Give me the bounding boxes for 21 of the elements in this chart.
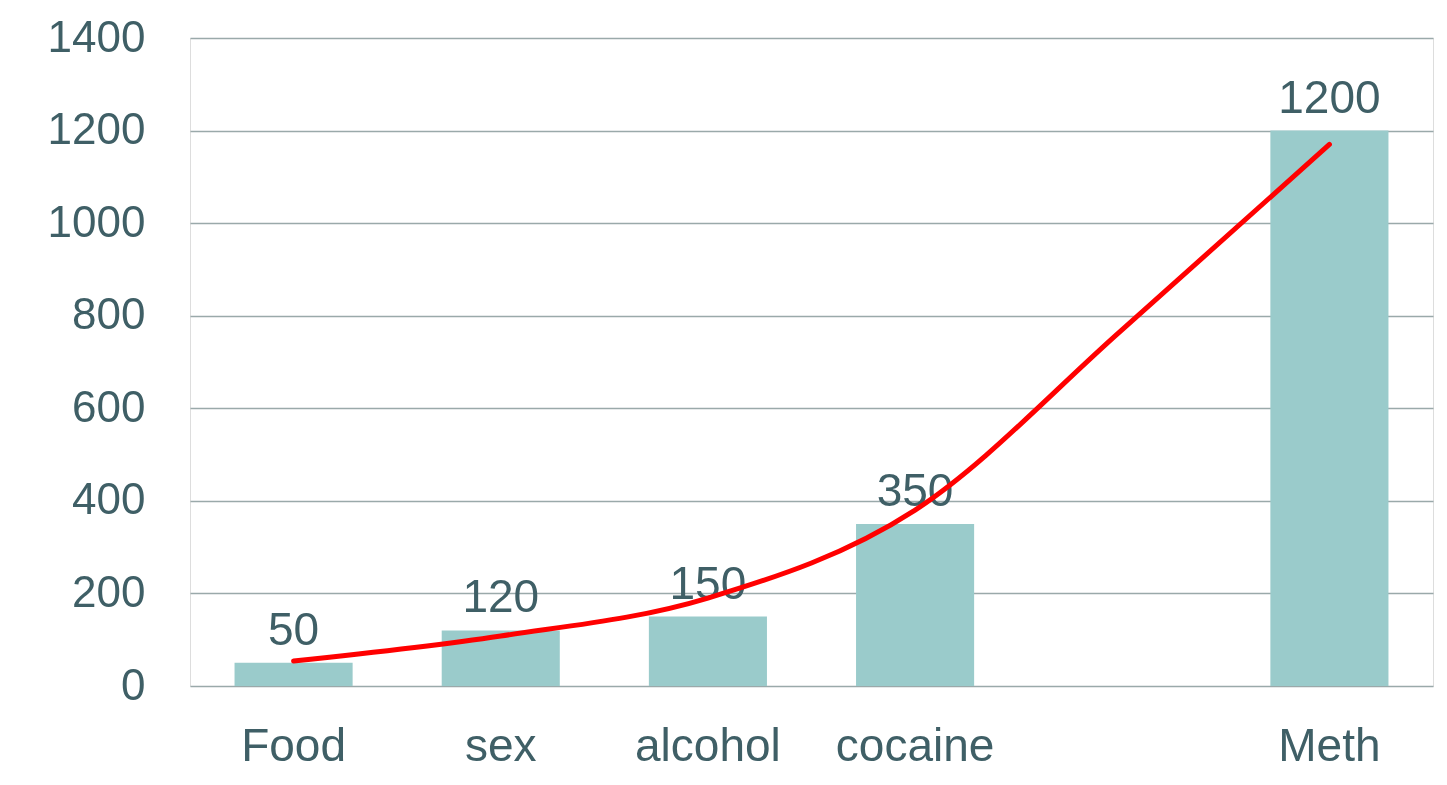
- y-tick-label: 0: [121, 659, 146, 709]
- x-tick-label: Food: [241, 718, 347, 771]
- data-label: 120: [462, 570, 540, 623]
- y-tick-label: 400: [72, 474, 146, 524]
- y-tick-label: 600: [72, 381, 146, 431]
- y-tick-label: 200: [72, 566, 146, 616]
- data-label: 1200: [1278, 70, 1381, 123]
- y-tick-label: 1000: [47, 196, 146, 246]
- bar: [648, 616, 767, 686]
- data-label: 50: [268, 602, 320, 655]
- bar: [441, 630, 560, 686]
- x-tick-label: Meth: [1278, 718, 1381, 771]
- y-tick-label: 800: [72, 289, 146, 339]
- bar: [856, 524, 975, 686]
- x-tick-label: alcohol: [635, 718, 781, 771]
- x-tick-label: sex: [464, 718, 537, 771]
- bar: [1270, 130, 1389, 686]
- y-tick-label: 1200: [47, 104, 146, 154]
- bar: [234, 662, 353, 686]
- x-tick-label: cocaine: [835, 718, 995, 771]
- y-tick-label: 1400: [47, 11, 146, 61]
